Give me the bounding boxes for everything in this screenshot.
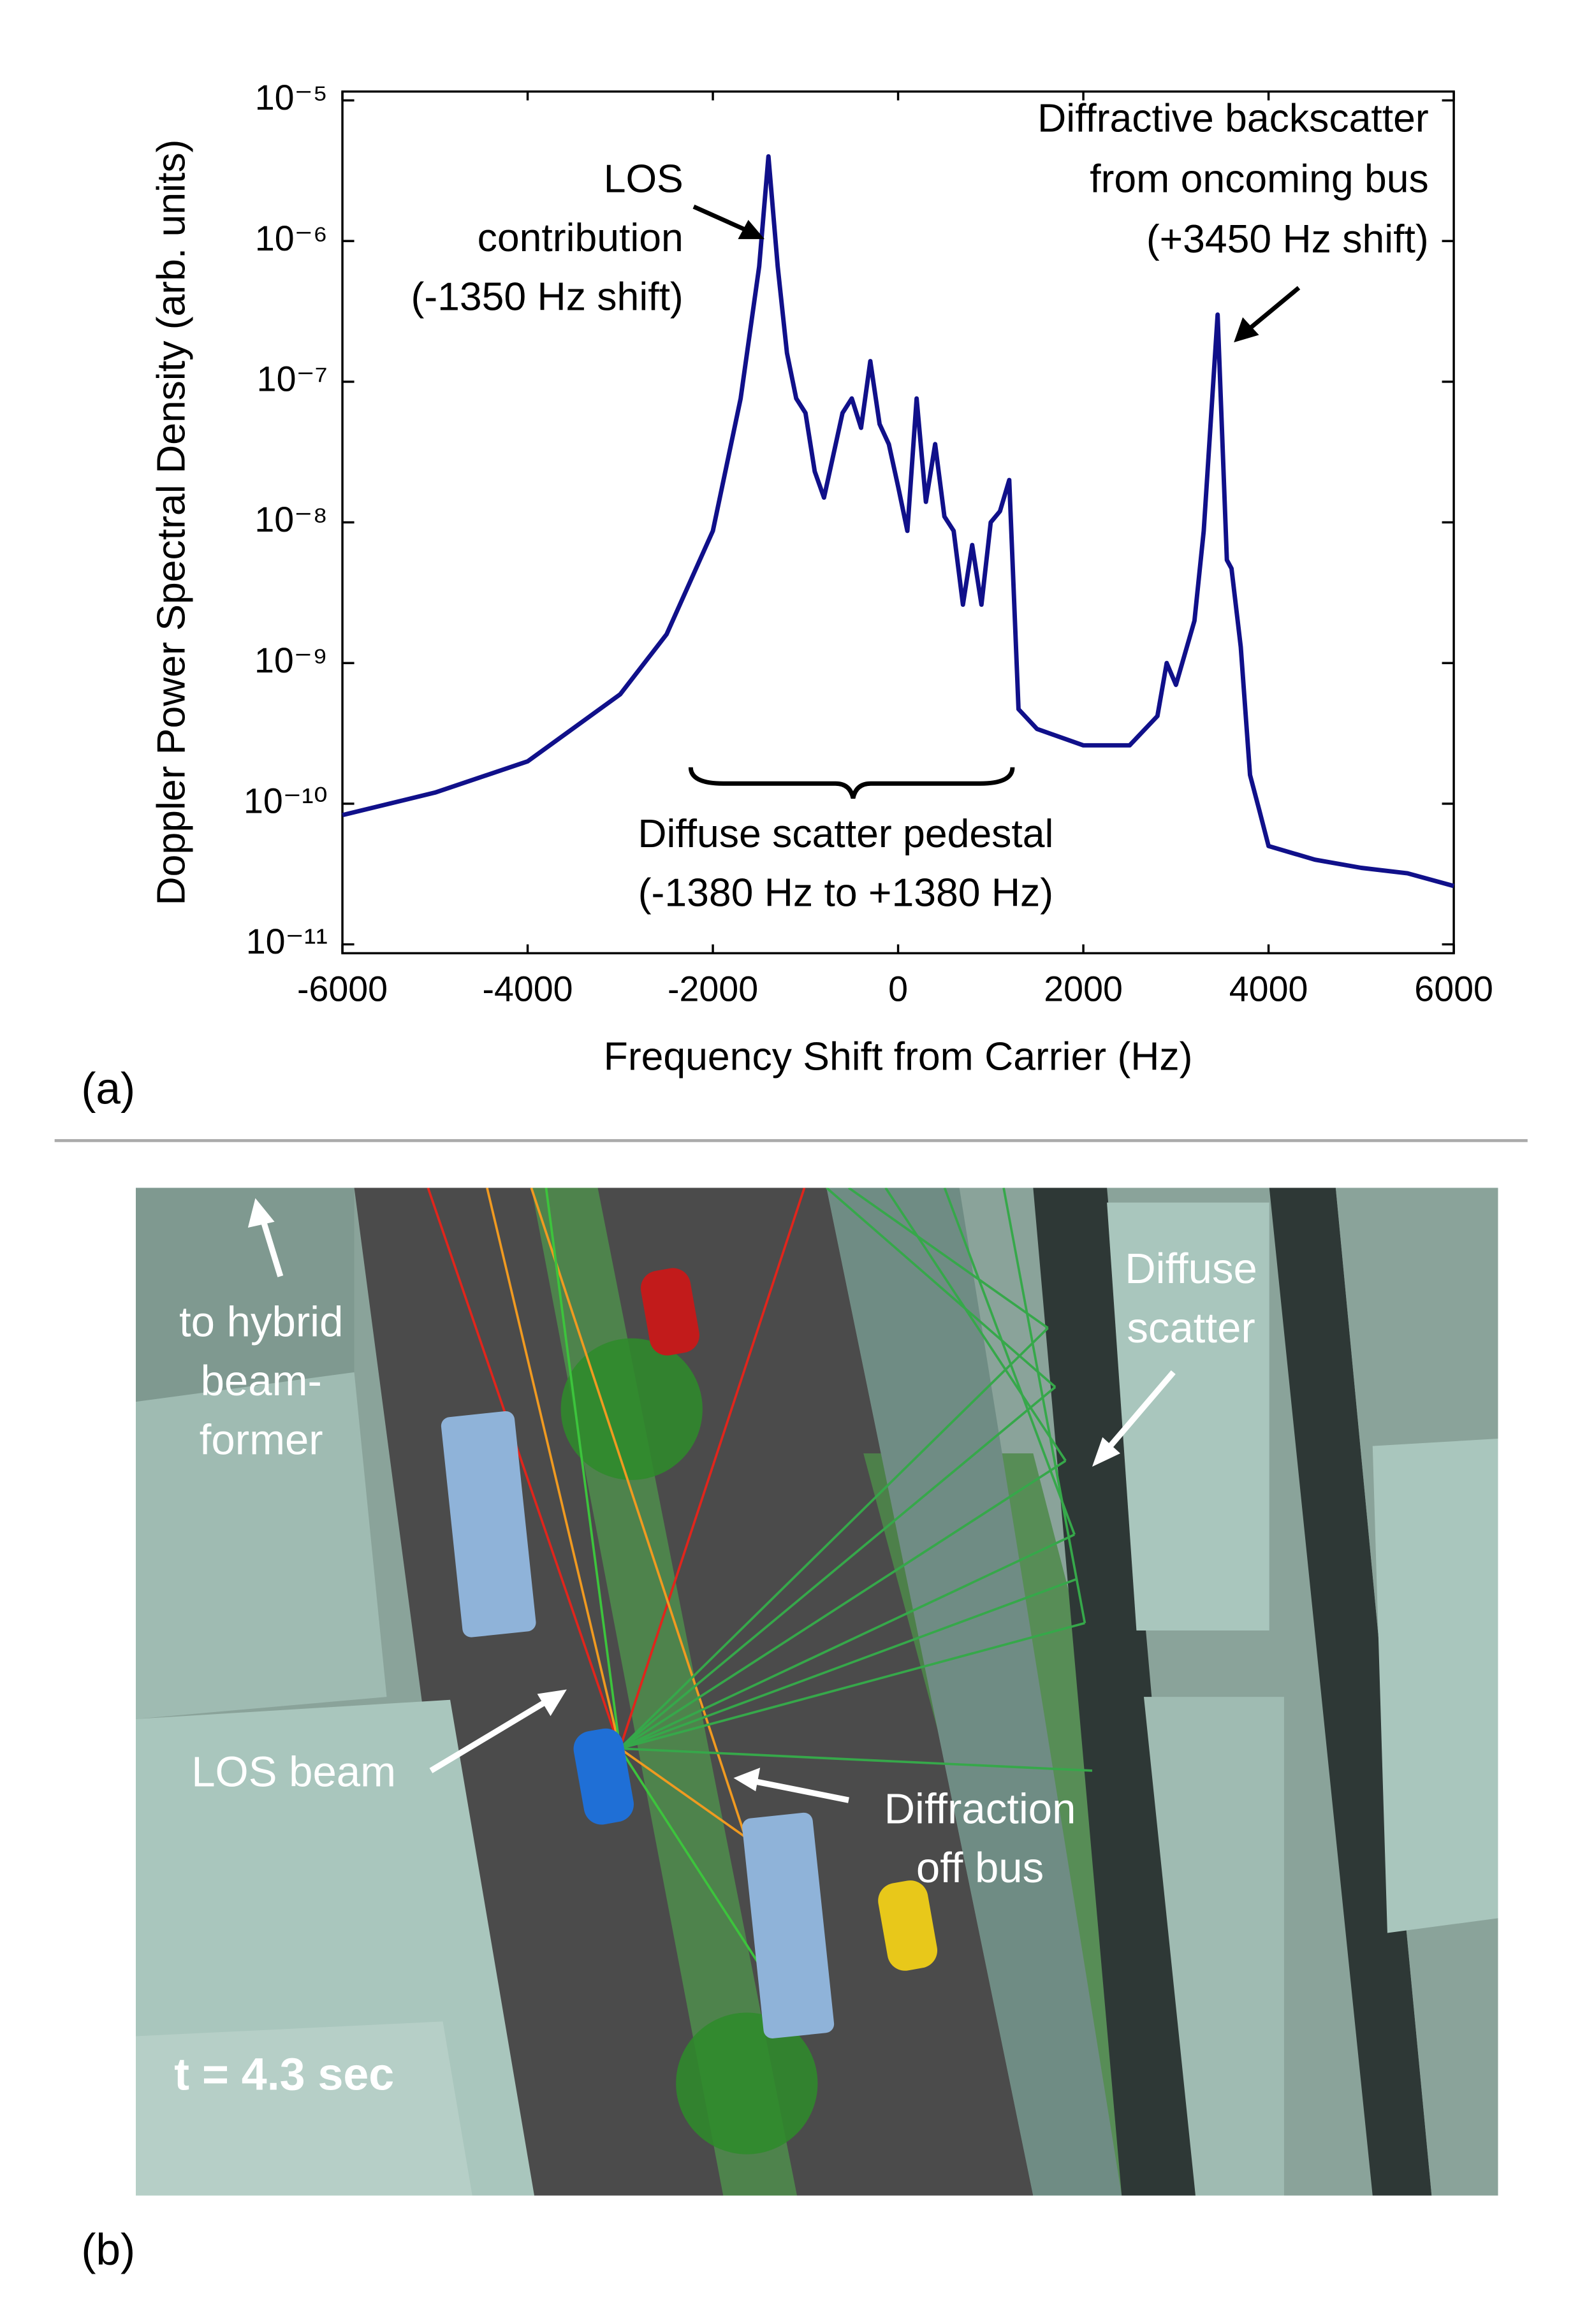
- arrow-head: [738, 219, 765, 240]
- building: [135, 1187, 355, 1402]
- arrow: [1245, 286, 1301, 333]
- x-tick-label: -6000: [297, 969, 388, 1008]
- panel-label: (a): [81, 1063, 135, 1113]
- callout: Diffraction: [884, 1785, 1076, 1833]
- annotation: contribution: [478, 215, 684, 260]
- y-tick-label: 10⁻¹⁰: [244, 781, 328, 821]
- y-tick-label: 10⁻⁶: [255, 219, 328, 258]
- x-tick-label: 0: [888, 969, 908, 1008]
- callout: beam-: [201, 1357, 322, 1405]
- x-tick-label: 6000: [1414, 969, 1493, 1008]
- scene: [135, 1187, 1498, 2196]
- building: [1143, 1697, 1284, 2196]
- x-tick-label: -4000: [483, 969, 573, 1008]
- building-dark: [1269, 1187, 1432, 2196]
- car: [640, 1268, 699, 1356]
- x-tick-label: 4000: [1229, 969, 1308, 1008]
- annotation: Diffuse scatter pedestal: [638, 811, 1053, 856]
- callout: Diffuse: [1125, 1245, 1257, 1293]
- car: [878, 1880, 938, 1971]
- annotation: from oncoming bus: [1090, 156, 1428, 201]
- callout: LOS beam: [191, 1748, 396, 1796]
- data-line: [342, 154, 1455, 889]
- car: [573, 1728, 634, 1825]
- y-tick-label: 10⁻⁵: [255, 78, 328, 117]
- callout: to hybrid: [179, 1298, 343, 1346]
- rays: [427, 1187, 1093, 1978]
- time-label: t = 4.3 sec: [174, 2049, 394, 2100]
- building-dark: [1033, 1187, 1196, 2196]
- callout: scatter: [1127, 1304, 1255, 1352]
- annotation: (-1380 Hz to +1380 Hz): [638, 871, 1053, 915]
- bus: [441, 1411, 536, 1638]
- building: [1372, 1439, 1498, 1933]
- panel-b-text: to hybrid beam-former Diffuse scatter LOS be…: [174, 1245, 1257, 2100]
- arrow: [692, 204, 751, 234]
- annotation: (-1350 Hz shift): [411, 275, 684, 319]
- arrow-head: [1234, 317, 1259, 343]
- annotation: LOS: [604, 156, 684, 201]
- tree: [560, 1338, 703, 1480]
- brace: [688, 767, 1015, 799]
- y-tick-label: 10⁻¹¹: [246, 922, 328, 961]
- annotation: (+3450 Hz shift): [1146, 217, 1429, 261]
- callout-arrows: [247, 1198, 1176, 1803]
- y-tick-label: 10⁻⁹: [254, 641, 328, 680]
- y-tick-label: 10⁻⁷: [257, 359, 328, 399]
- callout: former: [200, 1416, 323, 1464]
- bus: [742, 1812, 835, 2039]
- tree: [676, 2012, 818, 2154]
- y-axis-title: Doppler Power Spectral Density (arb. uni…: [149, 140, 194, 906]
- x-tick-label: 2000: [1044, 969, 1123, 1008]
- callout: off bus: [916, 1844, 1044, 1892]
- annotation: Diffractive backscatter: [1037, 96, 1429, 140]
- building: [135, 1372, 387, 1719]
- building: [1107, 1202, 1269, 1630]
- sidewalk: [826, 1187, 1122, 2196]
- panel-label: (b): [81, 2225, 135, 2274]
- x-axis-title: Frequency Shift from Carrier (Hz): [604, 1035, 1193, 1079]
- building: [135, 2021, 472, 2196]
- y-tick-label: 10⁻⁸: [254, 500, 328, 539]
- annotation-arrows: [688, 204, 1301, 799]
- chart: -6000 -4000 -2000 0 2000 4000 6000 10⁻¹¹ 10⁻¹⁰ 10…: [149, 78, 1493, 1078]
- x-tick-label: -2000: [668, 969, 758, 1008]
